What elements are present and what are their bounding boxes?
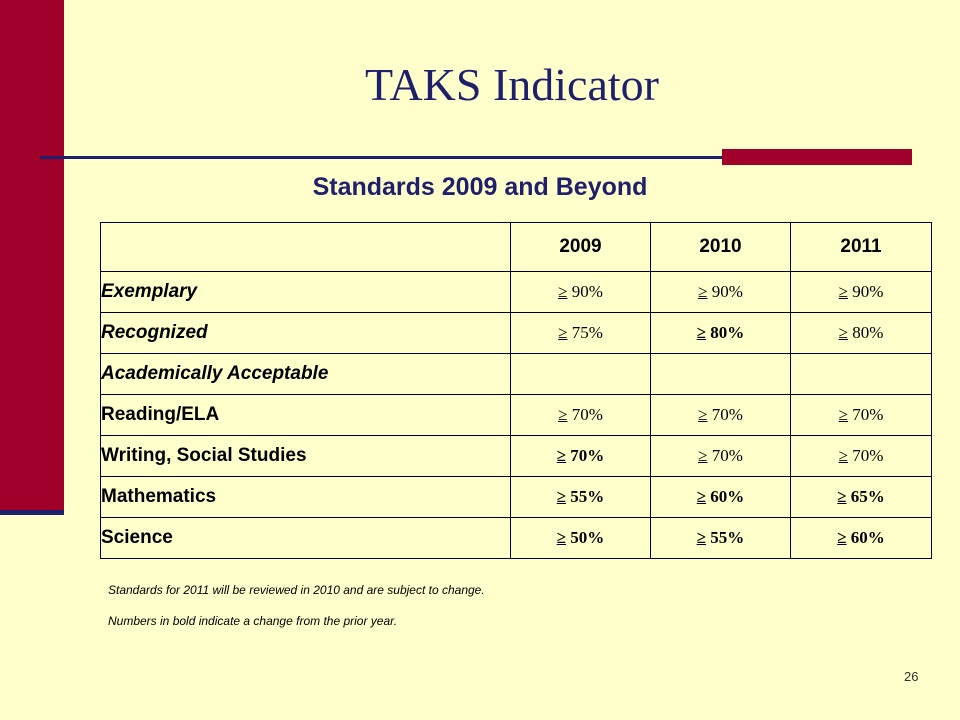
table-header-2009: 2009 xyxy=(510,222,651,272)
greater-equal-symbol: ≥ xyxy=(838,405,848,424)
threshold-value: 50% xyxy=(566,528,605,547)
threshold-cell xyxy=(510,353,651,395)
threshold-cell: ≥ 70% xyxy=(790,394,932,436)
row-label: Science xyxy=(100,517,511,559)
greater-equal-symbol: ≥ xyxy=(838,446,848,465)
threshold-value: 80% xyxy=(706,323,745,342)
threshold-cell: ≥ 90% xyxy=(790,271,932,313)
threshold-value: 80% xyxy=(847,323,884,342)
threshold-cell: ≥ 55% xyxy=(650,517,791,559)
threshold-value: 90% xyxy=(567,282,603,301)
greater-equal-symbol: ≥ xyxy=(558,405,568,424)
greater-equal-symbol: ≥ xyxy=(837,487,847,506)
greater-equal-symbol: ≥ xyxy=(558,282,568,301)
threshold-value: 70% xyxy=(707,446,743,465)
threshold-cell: ≥ 80% xyxy=(790,312,932,354)
threshold-cell: ≥ 90% xyxy=(650,271,791,313)
table-header-2010: 2010 xyxy=(650,222,791,272)
table-row: Mathematics ≥ 55% ≥ 60% ≥ 65% xyxy=(100,476,932,518)
threshold-value: 70% xyxy=(847,446,884,465)
threshold-value: 65% xyxy=(846,487,885,506)
title-rule-line xyxy=(40,156,912,159)
threshold-value: 90% xyxy=(707,282,743,301)
row-label: Mathematics xyxy=(100,476,511,518)
table-row: Science ≥ 50% ≥ 55% ≥ 60% xyxy=(100,517,932,559)
table-row: Exemplary ≥ 90% ≥ 90% ≥ 90% xyxy=(100,271,932,313)
threshold-cell: ≥ 70% xyxy=(510,394,651,436)
page-number: 26 xyxy=(904,669,919,684)
standards-table: 2009 2010 2011 Exemplary ≥ 90% ≥ 90% ≥ 90% R… xyxy=(100,222,932,559)
title-rule-accent xyxy=(722,149,912,165)
threshold-cell: ≥ 75% xyxy=(510,312,651,354)
threshold-value: 60% xyxy=(706,487,745,506)
threshold-cell: ≥ 80% xyxy=(650,312,791,354)
greater-equal-symbol: ≥ xyxy=(838,323,848,342)
table-row: Reading/ELA ≥ 70% ≥ 70% ≥ 70% xyxy=(100,394,932,436)
threshold-cell: ≥ 65% xyxy=(790,476,932,518)
table-header-blank xyxy=(100,222,511,272)
threshold-value: 70% xyxy=(567,405,603,424)
threshold-cell: ≥ 70% xyxy=(790,435,932,477)
threshold-value: 90% xyxy=(847,282,884,301)
row-label: Academically Acceptable xyxy=(100,353,511,395)
greater-equal-symbol: ≥ xyxy=(696,528,707,547)
left-accent-bar-edge xyxy=(0,510,64,515)
row-label: Exemplary xyxy=(100,271,511,313)
threshold-cell: ≥ 60% xyxy=(790,517,932,559)
greater-equal-symbol: ≥ xyxy=(558,323,568,342)
greater-equal-symbol: ≥ xyxy=(556,487,567,506)
footnote-review: Standards for 2011 will be reviewed in 2… xyxy=(108,583,485,597)
row-label: Writing, Social Studies xyxy=(100,435,511,477)
table-header-row: 2009 2010 2011 xyxy=(100,222,932,272)
threshold-value: 60% xyxy=(846,528,885,547)
threshold-value: 55% xyxy=(566,487,605,506)
slide-subtitle: Standards 2009 and Beyond xyxy=(312,173,648,201)
threshold-cell: ≥ 55% xyxy=(510,476,651,518)
threshold-value: 75% xyxy=(567,323,603,342)
row-label: Recognized xyxy=(100,312,511,354)
threshold-cell: ≥ 50% xyxy=(510,517,651,559)
greater-equal-symbol: ≥ xyxy=(698,282,708,301)
greater-equal-symbol: ≥ xyxy=(838,282,848,301)
threshold-value: 55% xyxy=(706,528,745,547)
threshold-cell: ≥ 60% xyxy=(650,476,791,518)
greater-equal-symbol: ≥ xyxy=(556,528,567,547)
threshold-cell: ≥ 70% xyxy=(650,435,791,477)
greater-equal-symbol: ≥ xyxy=(696,323,707,342)
table-row: Recognized ≥ 75% ≥ 80% ≥ 80% xyxy=(100,312,932,354)
threshold-cell: ≥ 90% xyxy=(510,271,651,313)
table-row: Academically Acceptable xyxy=(100,353,932,395)
greater-equal-symbol: ≥ xyxy=(698,405,708,424)
greater-equal-symbol: ≥ xyxy=(698,446,708,465)
threshold-cell: ≥ 70% xyxy=(510,435,651,477)
threshold-cell xyxy=(790,353,932,395)
left-accent-bar xyxy=(0,0,64,510)
threshold-cell: ≥ 70% xyxy=(650,394,791,436)
table-header-2011: 2011 xyxy=(790,222,932,272)
greater-equal-symbol: ≥ xyxy=(556,446,567,465)
table-body: Exemplary ≥ 90% ≥ 90% ≥ 90% Recognized ≥ 75% ≥… xyxy=(100,271,932,559)
threshold-value: 70% xyxy=(847,405,884,424)
slide-title: TAKS Indicator xyxy=(365,59,659,110)
threshold-value: 70% xyxy=(566,446,605,465)
footnote-bold: Numbers in bold indicate a change from t… xyxy=(108,614,398,628)
greater-equal-symbol: ≥ xyxy=(837,528,847,547)
row-label: Reading/ELA xyxy=(100,394,511,436)
greater-equal-symbol: ≥ xyxy=(696,487,707,506)
table-row: Writing, Social Studies ≥ 70% ≥ 70% ≥ 70% xyxy=(100,435,932,477)
threshold-cell xyxy=(650,353,791,395)
threshold-value: 70% xyxy=(707,405,743,424)
